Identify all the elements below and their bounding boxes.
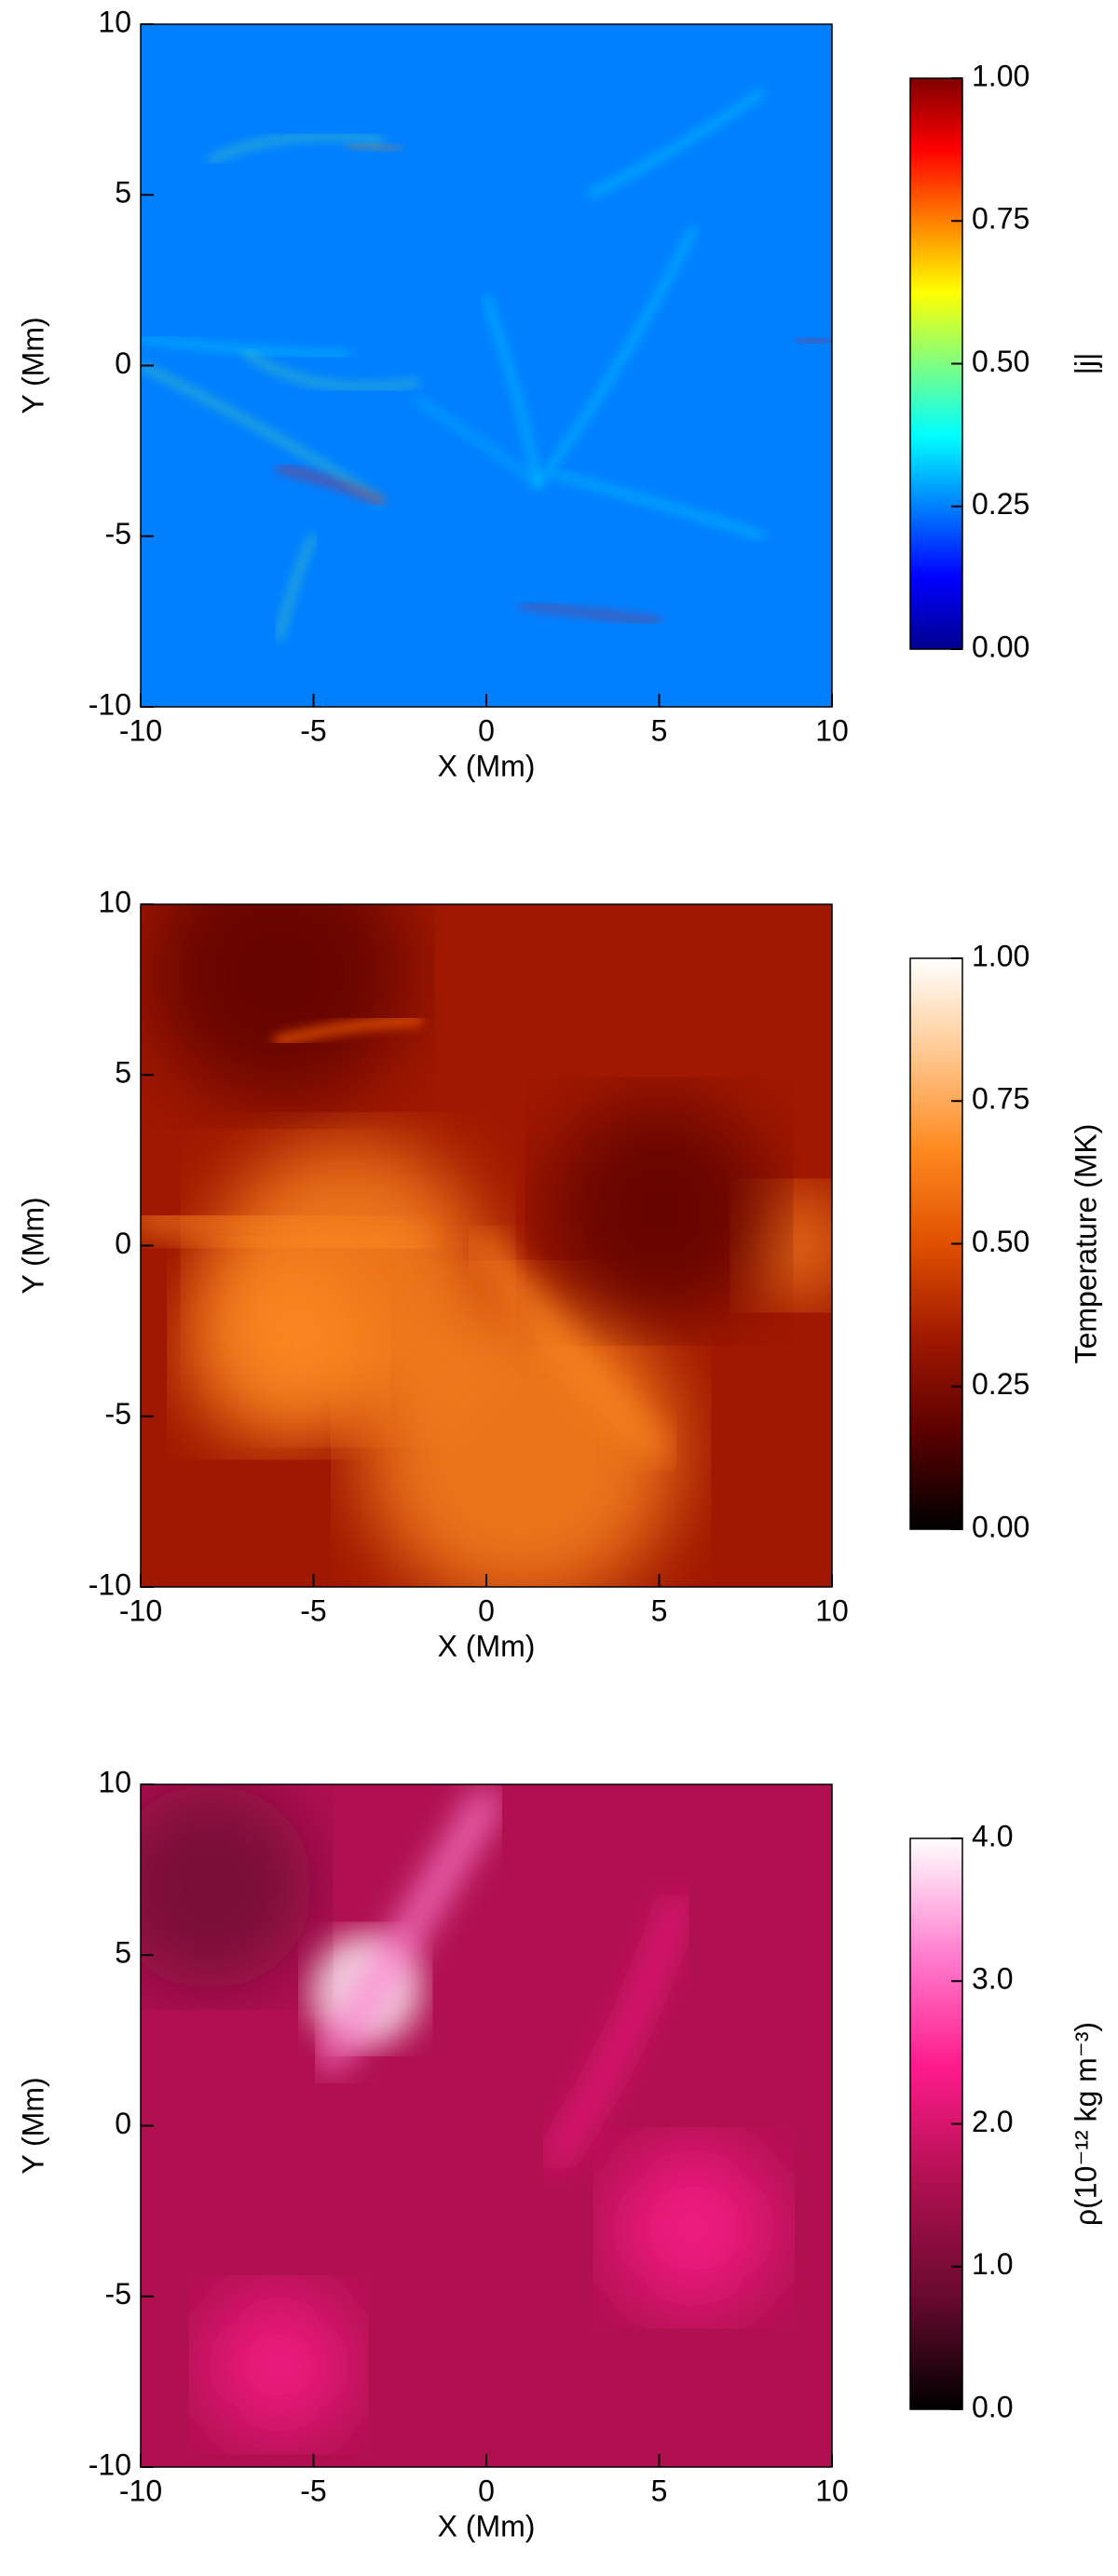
heatmap-image	[141, 24, 832, 707]
heatmap-feature	[185, 1254, 373, 1442]
heatmap-feature	[242, 350, 419, 389]
x-tick-label: -10	[119, 1593, 162, 1627]
heatmap-feature	[141, 336, 350, 358]
heatmap-feature	[484, 295, 540, 487]
heatmap-feature	[277, 535, 315, 641]
x-tick-label: 5	[651, 2474, 668, 2507]
y-tick-label: 5	[115, 176, 131, 210]
y-tick-label: -5	[105, 517, 131, 550]
heatmap-feature	[347, 142, 402, 153]
y-tick-label: 10	[98, 5, 131, 38]
y-tick-label: 0	[115, 346, 131, 380]
heatmap-feature	[553, 473, 765, 538]
y-tick-label: -10	[89, 2447, 131, 2481]
heatmap-feature	[546, 1894, 687, 2170]
y-tick-label: 5	[115, 1936, 131, 1970]
y-tick-label: 0	[115, 2107, 131, 2140]
panel: -10 -5 0 5 10 -10 -5 0 5 10 X (Mm) Y (Mm) 0.00 0.25 0.…	[16, 885, 1102, 1662]
x-tick-label: 0	[478, 2474, 495, 2507]
colorbar-tick-label: 4.0	[972, 1819, 1013, 1852]
x-tick-label: -5	[300, 1593, 326, 1627]
y-tick-label: 5	[115, 1056, 131, 1090]
heatmap-feature	[208, 134, 385, 163]
heatmap-feature	[362, 1292, 680, 1587]
heatmap-feature	[609, 2144, 778, 2312]
heatmap-image	[141, 1784, 832, 2467]
x-tick-label: 5	[651, 713, 668, 747]
y-tick-label: 0	[115, 1227, 131, 1260]
colorbar-tick-label: 0.00	[972, 1510, 1029, 1543]
heatmap-background	[141, 24, 832, 707]
colorbar-tick-label: 1.00	[972, 59, 1029, 92]
colorbar-tick-label: 3.0	[972, 1962, 1013, 1996]
heatmap-feature	[519, 603, 661, 623]
x-tick-label: -10	[119, 713, 162, 747]
x-tick-label: 0	[478, 713, 495, 747]
y-axis-label: Y (Mm)	[16, 2077, 49, 2174]
colorbar-tick-label: 1.00	[972, 939, 1029, 972]
colorbar-tick-label: 0.75	[972, 1082, 1029, 1116]
y-tick-label: -5	[105, 2277, 131, 2311]
x-tick-label: 10	[815, 713, 849, 747]
colorbar-tick-label: 0.75	[972, 202, 1029, 236]
colorbar-tick-label: 0.25	[972, 487, 1029, 521]
colorbar-label: Temperature (MK)	[1069, 1124, 1102, 1364]
x-tick-label: 10	[815, 2474, 849, 2507]
x-tick-label: -5	[300, 2474, 326, 2507]
y-tick-label: -10	[89, 1567, 131, 1601]
panel: -10 -5 0 5 10 -10 -5 0 5 10 X (Mm) Y (Mm) 0.00 0.25 0.…	[16, 5, 1102, 782]
heatmap-feature	[588, 90, 765, 197]
colorbar-tick-label: 0.50	[972, 345, 1029, 378]
heatmap-feature	[273, 1014, 423, 1047]
y-tick-label: 10	[98, 1765, 131, 1798]
colorbar-tick-label: 1.0	[972, 2247, 1013, 2281]
y-tick-label: 10	[98, 885, 131, 918]
x-tick-label: 5	[651, 1593, 668, 1627]
x-tick-label: -5	[300, 713, 326, 747]
heatmap-feature	[141, 364, 385, 504]
heatmap-feature	[148, 904, 410, 1104]
colorbar-label: ρ(10⁻¹² kg m⁻³)	[1069, 2022, 1102, 2226]
heatmap-feature	[547, 1099, 771, 1323]
colorbar-label: |j|	[1069, 353, 1102, 375]
x-axis-label: X (Mm)	[438, 2509, 536, 2542]
heatmap-feature	[141, 1206, 429, 1257]
heatmap-feature	[317, 1787, 500, 2072]
heatmap-feature	[796, 336, 832, 345]
heatmap-feature	[474, 1234, 671, 1462]
x-axis-label: X (Mm)	[438, 1629, 536, 1662]
heatmap-feature	[416, 399, 539, 486]
y-axis-label: Y (Mm)	[16, 317, 49, 414]
colorbar-tick-label: 2.0	[972, 2105, 1013, 2138]
y-tick-label: -5	[105, 1397, 131, 1430]
x-tick-label: 0	[478, 1593, 495, 1627]
panel: -10 -5 0 5 10 -10 -5 0 5 10 X (Mm) Y (Mm) 0.0 1.0 2.0 3…	[16, 1765, 1102, 2542]
colorbar-tick-label: 0.50	[972, 1225, 1029, 1258]
colorbar-tick-label: 0.25	[972, 1367, 1029, 1401]
heatmap-image	[141, 904, 832, 1587]
y-axis-label: Y (Mm)	[16, 1197, 49, 1294]
x-tick-label: -10	[119, 2474, 162, 2507]
x-tick-label: 10	[815, 1593, 849, 1627]
y-tick-label: -10	[89, 687, 131, 721]
heatmap-feature	[537, 227, 696, 487]
x-axis-label: X (Mm)	[438, 749, 536, 782]
colorbar-tick-label: 0.00	[972, 630, 1029, 663]
heatmap-feature	[141, 1784, 313, 1989]
colorbar-tick-label: 0.0	[972, 2390, 1013, 2423]
heatmap-feature	[277, 466, 385, 505]
heatmap-feature	[204, 2290, 354, 2440]
